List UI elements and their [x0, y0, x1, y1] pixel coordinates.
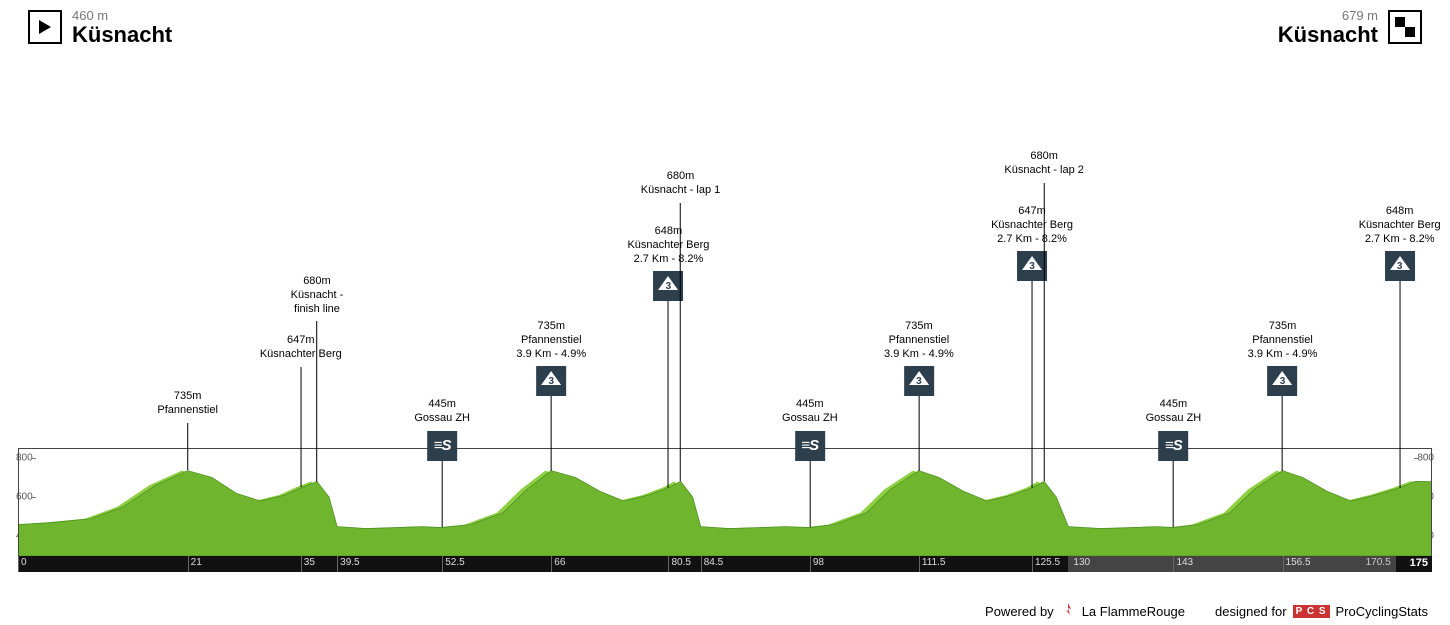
category-3-icon: 3 — [653, 271, 683, 301]
finish-elevation: 679 m — [1278, 8, 1378, 23]
km-tick-label: 66 — [551, 557, 565, 568]
finish-block: 679 m Küsnacht — [1278, 8, 1422, 47]
marker-label: 445mGossau ZH — [782, 398, 838, 426]
marker-label: 735mPfannenstiel3.9 Km - 4.9% — [1248, 320, 1318, 361]
distance-bar: 175 170.5 130 0 21 35 39.5 52.5 66 80.5 84.5 98 111… — [18, 556, 1432, 572]
km-tick-label: 84.5 — [701, 557, 723, 568]
finish-text: 679 m Küsnacht — [1278, 8, 1378, 47]
marker-label: 648mKüsnachter Berg2.7 Km - 8.2% — [627, 225, 709, 266]
profile-marker: 735mPfannenstiel3.9 Km - 4.9% 3 — [884, 320, 954, 396]
designed-for-block: designed for P C S ProCyclingStats — [1215, 604, 1428, 619]
marker-label: 445mGossau ZH — [1146, 398, 1202, 426]
pcs-label: ProCyclingStats — [1336, 604, 1428, 619]
marker-label: 648mKüsnachter Berg2.7 Km - 8.2% — [1359, 205, 1441, 246]
start-text: 460 m Küsnacht — [72, 8, 172, 47]
category-3-icon: 3 — [536, 366, 566, 396]
marker-label: 735mPfannenstiel — [157, 390, 218, 418]
km-tick-label: 156.5 — [1283, 557, 1311, 568]
profile-marker: 735mPfannenstiel3.9 Km - 4.9% 3 — [1248, 320, 1318, 396]
profile-marker: 445mGossau ZH ≡S — [782, 398, 838, 461]
marker-label: 680mKüsnacht - lap 1 — [641, 170, 721, 198]
sprint-icon: ≡S — [1158, 431, 1188, 461]
marker-label: 647mKüsnachter Berg2.7 Km - 8.2% — [991, 205, 1073, 246]
marker-label: 647mKüsnachter Berg — [260, 334, 342, 362]
km-tick-label: 80.5 — [668, 557, 690, 568]
km-tick-label: 0 — [18, 557, 27, 568]
km-tick-label: 98 — [810, 557, 824, 568]
lfr-label: La FlammeRouge — [1082, 604, 1185, 619]
category-3-icon: 3 — [1385, 251, 1415, 281]
total-distance-label: 175 — [1410, 557, 1428, 569]
final-kms-highlight — [1068, 556, 1395, 572]
profile-marker: 680mKüsnacht - lap 1 — [641, 170, 721, 203]
start-block: 460 m Küsnacht — [28, 8, 172, 47]
final-km-label: 170.5 — [1366, 557, 1391, 568]
category-3-icon: 3 — [1017, 251, 1047, 281]
flame-icon — [1060, 603, 1076, 619]
km-tick-label: 39.5 — [337, 557, 359, 568]
km-tick-label: 52.5 — [442, 557, 464, 568]
km-tick-label: 21 — [188, 557, 202, 568]
km-tick-label: 143 — [1173, 557, 1193, 568]
profile-marker: 680mKüsnacht -finish line — [291, 275, 344, 321]
marker-label: 735mPfannenstiel3.9 Km - 4.9% — [516, 320, 586, 361]
profile-marker: 680mKüsnacht - lap 2 — [1004, 150, 1084, 183]
finish-icon — [1388, 10, 1422, 44]
footer-credits: Powered by La FlammeRouge designed for P… — [985, 603, 1428, 619]
marker-label: 445mGossau ZH — [414, 398, 470, 426]
category-3-icon: 3 — [1268, 366, 1298, 396]
start-city: Küsnacht — [72, 23, 172, 47]
profile-marker: 647mKüsnachter Berg — [260, 334, 342, 367]
marker-label: 680mKüsnacht - lap 2 — [1004, 150, 1084, 178]
header: 460 m Küsnacht 679 m Küsnacht — [28, 8, 1422, 58]
category-3-icon: 3 — [904, 366, 934, 396]
finish-city: Küsnacht — [1278, 23, 1378, 47]
marker-label: 680mKüsnacht -finish line — [291, 275, 344, 316]
designed-label: designed for — [1215, 604, 1287, 619]
stage-profile-container: 460 m Küsnacht 679 m Küsnacht 400600800 … — [0, 0, 1450, 625]
sprint-icon: ≡S — [427, 431, 457, 461]
profile-marker: 648mKüsnachter Berg2.7 Km - 8.2% 3 — [1359, 205, 1441, 281]
start-elevation: 460 m — [72, 8, 172, 23]
profile-marker: 647mKüsnachter Berg2.7 Km - 8.2% 3 — [991, 205, 1073, 281]
marker-label: 735mPfannenstiel3.9 Km - 4.9% — [884, 320, 954, 361]
pcs-badge: P C S — [1293, 605, 1330, 618]
profile-marker: 735mPfannenstiel3.9 Km - 4.9% 3 — [516, 320, 586, 396]
chart-frame — [18, 448, 1432, 556]
km-tick-label: 130 — [1070, 557, 1090, 568]
km-tick-label: 111.5 — [919, 557, 946, 568]
sprint-icon: ≡S — [795, 431, 825, 461]
powered-label: Powered by — [985, 604, 1054, 619]
km-tick-label: 125.5 — [1032, 557, 1060, 568]
powered-by-block: Powered by La FlammeRouge — [985, 603, 1185, 619]
start-icon — [28, 10, 62, 44]
profile-marker: 648mKüsnachter Berg2.7 Km - 8.2% 3 — [627, 225, 709, 301]
profile-marker: 445mGossau ZH ≡S — [414, 398, 470, 461]
profile-marker: 445mGossau ZH ≡S — [1146, 398, 1202, 461]
km-tick-label: 35 — [301, 557, 315, 568]
profile-marker: 735mPfannenstiel — [157, 390, 218, 423]
